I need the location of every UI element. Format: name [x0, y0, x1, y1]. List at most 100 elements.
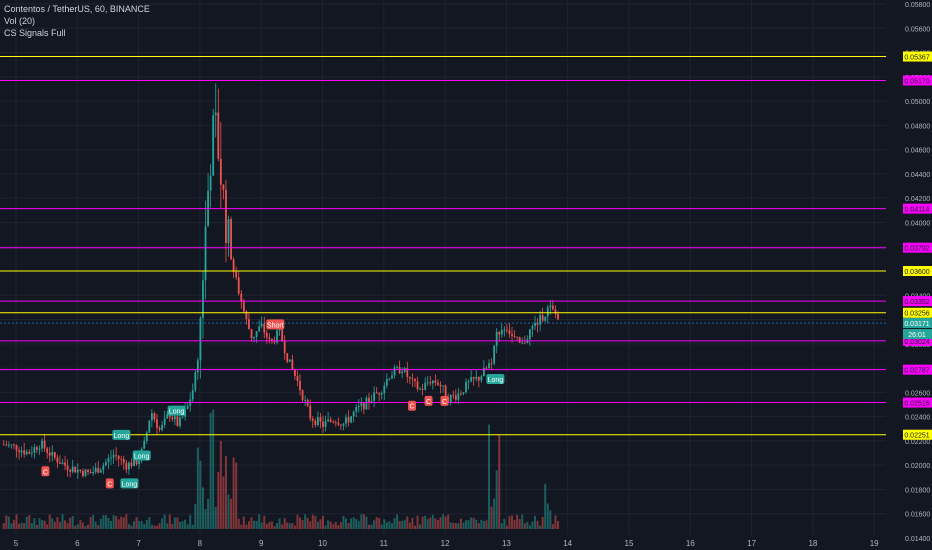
volume-bar: [401, 520, 404, 529]
candle-body: [536, 322, 539, 325]
candle-body: [204, 226, 207, 281]
volume-bar: [196, 447, 199, 529]
volume-bar: [283, 518, 286, 529]
candle-body: [281, 327, 284, 342]
long-signal-marker: [132, 450, 151, 461]
candle-body: [130, 462, 133, 467]
volume-bar: [521, 514, 524, 529]
candle-body: [452, 394, 455, 396]
volume-bar: [258, 514, 261, 529]
candle-body: [102, 465, 105, 471]
volume-bar: [480, 519, 483, 529]
candle-body: [46, 448, 49, 453]
time-tick-label: 8: [198, 539, 203, 548]
time-axis[interactable]: 5 6 7 8 9 10 11 12 13 14 15 16 17 18 19: [14, 539, 879, 548]
candle-body: [5, 444, 8, 446]
signal-label: C: [107, 481, 112, 488]
volume-bar: [104, 515, 107, 529]
candle-body: [449, 394, 452, 404]
current-price-label: 0.03171: [904, 321, 929, 328]
long-signal-marker: [167, 405, 186, 416]
candle-body: [7, 444, 10, 446]
volume-bar: [518, 519, 521, 529]
volume-bar: [482, 520, 485, 529]
volume-bar: [393, 518, 396, 529]
volume-bar: [143, 524, 146, 529]
time-tick-label: 17: [747, 539, 756, 548]
candle-body: [161, 424, 163, 430]
volume-bar: [388, 521, 391, 529]
candle-body: [472, 377, 475, 379]
candle-body: [76, 469, 79, 473]
time-axis-background: [0, 535, 932, 550]
volume-bar: [122, 517, 125, 529]
volume-bar: [495, 470, 498, 529]
volume-bar: [115, 516, 118, 529]
volume-bar: [237, 518, 240, 529]
volume-bar: [125, 514, 128, 529]
level-price-badge: [903, 335, 932, 346]
candle-body: [158, 427, 161, 430]
candle-body: [457, 393, 460, 400]
volume-bar: [214, 507, 217, 529]
volume-bar: [145, 519, 148, 529]
time-tick-label: 16: [686, 539, 695, 548]
volume-bar: [319, 519, 322, 529]
volume-bar: [329, 521, 332, 529]
level-price-badge: [903, 203, 932, 214]
candle-body: [286, 353, 289, 362]
volume-bar: [551, 524, 554, 529]
candle-body: [168, 414, 171, 418]
candle-body: [89, 472, 92, 474]
candle-body: [69, 469, 72, 472]
time-tick-label: 11: [380, 539, 389, 548]
volume-bar: [217, 471, 220, 529]
candle-body: [301, 390, 304, 401]
symbol-title[interactable]: Contentos / TetherUS, 60, BINANCE: [4, 4, 150, 14]
volume-bar: [273, 525, 276, 529]
volume-bar: [38, 518, 41, 529]
volume-bar: [334, 521, 337, 529]
time-tick-label: 5: [14, 539, 19, 548]
signals-indicator-label[interactable]: CS Signals Full: [4, 28, 66, 38]
candle-body: [419, 388, 421, 390]
candle-body: [150, 413, 153, 421]
volume-bar: [337, 525, 340, 529]
price-tick-label: 0.04800: [905, 123, 930, 130]
signal-label: C: [442, 399, 447, 406]
candle-body: [163, 418, 166, 425]
volume-bar: [64, 520, 67, 529]
volume-bar: [232, 457, 235, 529]
volume-bar: [281, 524, 284, 529]
short-signal-marker: [407, 400, 416, 411]
time-tick-label: 19: [870, 539, 879, 548]
candle-body: [20, 450, 23, 453]
candle-body: [115, 454, 118, 456]
volume-bar: [352, 517, 355, 529]
candle-body: [143, 440, 146, 449]
price-tick-label: 0.01600: [905, 512, 930, 519]
level-price-badge: [903, 296, 932, 307]
volume-bar: [549, 510, 552, 529]
volume-bar: [406, 516, 409, 529]
candle-body: [64, 462, 66, 466]
volume-bar: [41, 520, 44, 529]
candle-body: [33, 447, 36, 453]
volume-bar: [332, 524, 335, 529]
volume-bar: [426, 519, 429, 529]
volume-indicator-label[interactable]: Vol (20): [4, 16, 36, 26]
volume-bar: [112, 515, 115, 529]
volume-bar: [148, 517, 151, 529]
volume-bar: [523, 523, 526, 529]
volume-bar: [380, 524, 383, 529]
volume-bar: [485, 520, 488, 529]
candle-body: [329, 419, 332, 422]
time-tick-label: 13: [502, 539, 511, 548]
volume-bar: [322, 515, 325, 529]
candle-body: [385, 379, 388, 386]
short-signal-marker: [266, 319, 285, 330]
candle-body: [350, 416, 353, 423]
candle-body: [426, 382, 429, 384]
volume-bar: [99, 518, 102, 529]
